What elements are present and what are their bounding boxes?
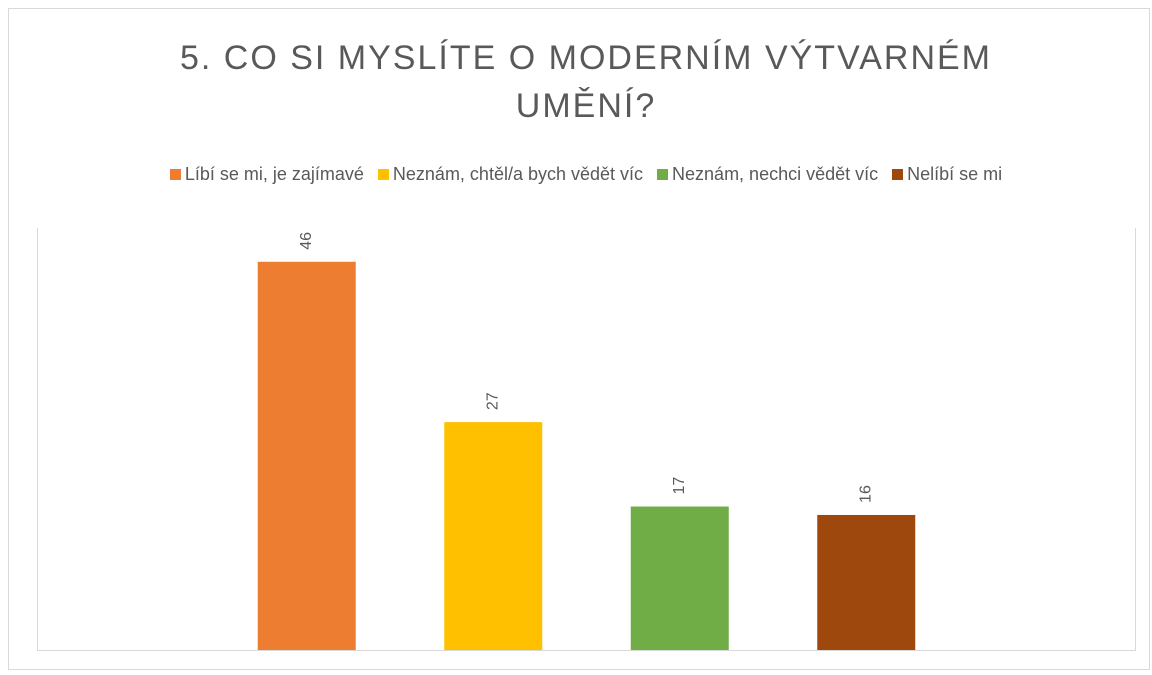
bar	[817, 514, 916, 650]
legend-label: Neznám, nechci vědět víc	[672, 164, 879, 184]
legend-label: Líbí se mi, je zajímavé	[184, 164, 364, 184]
legend-swatch	[657, 169, 669, 180]
bar	[630, 506, 729, 650]
legend-swatch	[377, 169, 389, 180]
legend-item: Líbí se mi, je zajímavé	[169, 164, 364, 185]
bar	[444, 422, 543, 650]
legend-item: Nelíbí se mi	[892, 164, 1002, 185]
bar	[257, 261, 356, 650]
legend-swatch	[892, 169, 904, 180]
legend-label: Nelíbí se mi	[907, 164, 1003, 184]
data-label: 46	[298, 232, 315, 250]
data-label: 27	[484, 392, 501, 410]
chart-border	[8, 8, 1150, 670]
legend: Líbí se mi, je zajímavé Neznám, chtěl/a b…	[0, 164, 1152, 185]
data-label: 17	[671, 477, 688, 495]
legend-swatch	[169, 169, 181, 180]
chart-title: 5. CO SI MYSLÍTE O MODERNÍM VÝTVARNÉM UM…	[179, 39, 993, 125]
legend-label: Neznám, chtěl/a bych vědět víc	[392, 164, 644, 184]
data-label: 16	[857, 485, 874, 503]
legend-item: Neznám, nechci vědět víc	[657, 164, 878, 185]
legend-item: Neznám, chtěl/a bych vědět víc	[377, 164, 644, 185]
